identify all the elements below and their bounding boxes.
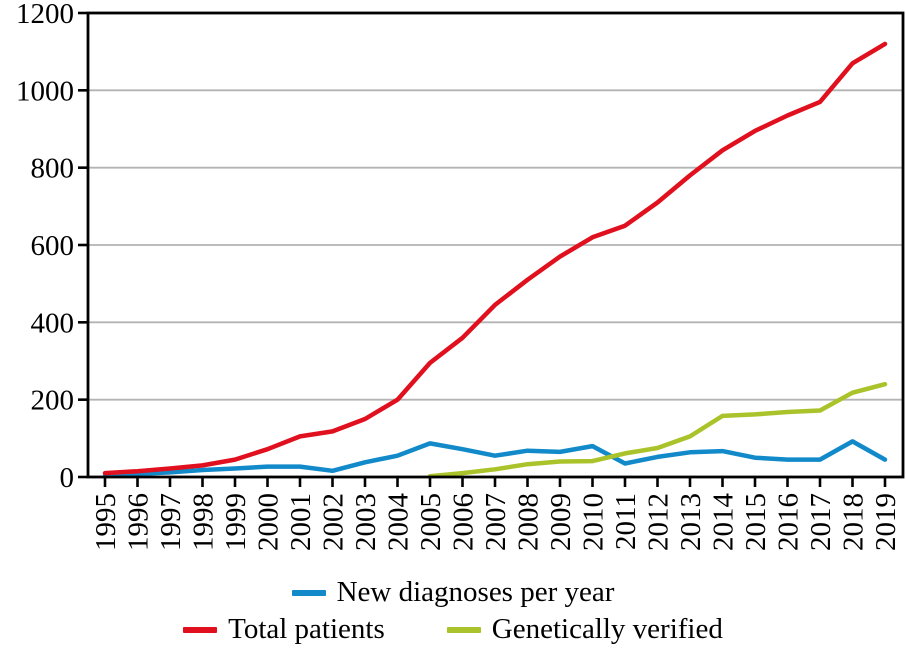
y-tick-label-800: 800 bbox=[31, 153, 75, 185]
legend-row-1: New diagnoses per year bbox=[291, 576, 615, 609]
series-line-0 bbox=[102, 439, 888, 479]
x-tick-label-2011: 2011 bbox=[610, 493, 642, 550]
legend-swatch-genetically-verified bbox=[446, 626, 481, 633]
gridlines bbox=[88, 89, 903, 401]
x-tick-label-2008: 2008 bbox=[513, 493, 545, 551]
x-tick-label-2005: 2005 bbox=[415, 493, 447, 551]
x-tick-label-2017: 2017 bbox=[805, 493, 837, 551]
legend-label-total-patients: Total patients bbox=[228, 612, 385, 645]
data-series bbox=[102, 41, 888, 479]
x-tick-label-2007: 2007 bbox=[480, 493, 512, 551]
x-axis-labels: 1995 1996 1997 1998 1999 2000 2001 2002 2003 2004… bbox=[90, 493, 902, 552]
series-line-1 bbox=[102, 41, 888, 476]
legend-swatch-total-patients bbox=[183, 626, 218, 633]
legend-label-new-diagnoses: New diagnoses per year bbox=[336, 576, 615, 608]
x-tick-label-1999: 1999 bbox=[220, 493, 252, 551]
x-tick-label-2010: 2010 bbox=[578, 493, 610, 551]
x-tick-label-2014: 2014 bbox=[708, 493, 740, 552]
x-tick-label-2015: 2015 bbox=[740, 493, 772, 551]
legend-swatch-new-diagnoses bbox=[291, 589, 326, 596]
plot-border-rect bbox=[86, 11, 905, 479]
x-tick-label-2004: 2004 bbox=[383, 493, 415, 552]
line-chart-canvas: 0 200 400 600 800 1000 1200 1995 1996 1997 1998 19… bbox=[16, 0, 905, 552]
series-line-2 bbox=[427, 381, 888, 479]
x-tick-label-2013: 2013 bbox=[675, 493, 707, 551]
x-tick-label-2006: 2006 bbox=[448, 493, 480, 551]
x-tick-label-2012: 2012 bbox=[643, 493, 675, 551]
y-tick-label-600: 600 bbox=[31, 230, 75, 262]
legend-label-genetically-verified: Genetically verified bbox=[491, 612, 723, 645]
x-axis-ticks bbox=[103, 478, 887, 487]
legend-item-genetically-verified: Genetically verified bbox=[446, 612, 723, 646]
x-tick-label-1995: 1995 bbox=[90, 493, 122, 551]
x-tick-label-1997: 1997 bbox=[155, 493, 187, 551]
y-tick-label-1200: 1200 bbox=[16, 0, 74, 30]
plot-border bbox=[86, 11, 905, 479]
y-axis-labels: 0 200 400 600 800 1000 1200 bbox=[16, 0, 74, 494]
y-axis-ticks bbox=[78, 11, 87, 479]
x-tick-label-1998: 1998 bbox=[188, 493, 220, 551]
x-tick-label-2002: 2002 bbox=[318, 493, 350, 551]
x-tick-label-2016: 2016 bbox=[773, 493, 805, 551]
x-tick-label-2001: 2001 bbox=[285, 493, 317, 551]
x-tick-label-2003: 2003 bbox=[350, 493, 382, 551]
x-tick-label-2019: 2019 bbox=[870, 493, 902, 551]
legend-item-total-patients: Total patients bbox=[183, 612, 385, 646]
y-tick-label-200: 200 bbox=[31, 385, 75, 417]
legend-item-new-diagnoses: New diagnoses per year bbox=[291, 576, 615, 609]
legend-row-2: Total patients Genetically verified bbox=[183, 612, 723, 646]
x-tick-label-2000: 2000 bbox=[253, 493, 285, 551]
y-tick-label-400: 400 bbox=[31, 307, 75, 339]
chart-legend: New diagnoses per year Total patients Ge… bbox=[0, 576, 906, 646]
x-tick-label-2018: 2018 bbox=[838, 493, 870, 551]
x-tick-label-2009: 2009 bbox=[545, 493, 577, 551]
y-tick-label-1000: 1000 bbox=[16, 75, 74, 107]
x-tick-label-1996: 1996 bbox=[123, 493, 155, 551]
y-tick-label-0: 0 bbox=[60, 462, 75, 494]
